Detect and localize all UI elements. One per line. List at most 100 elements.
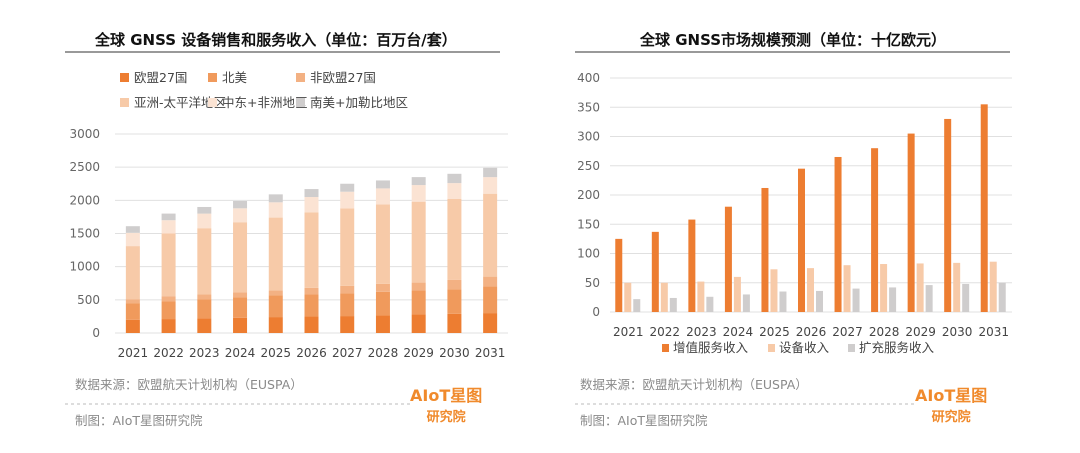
y-tick-label: 2000 <box>69 193 100 207</box>
legend-label: 扩充服务收入 <box>859 340 935 355</box>
bar-segment <box>375 315 390 333</box>
bar <box>660 282 668 312</box>
bar-segment <box>447 289 462 314</box>
x-tick-label: 2023 <box>189 346 220 360</box>
y-tick-label: 0 <box>92 326 100 340</box>
bar-segment <box>233 222 248 293</box>
bar-segment <box>197 228 212 295</box>
bar-segment <box>411 314 426 333</box>
right-chart-title: 全球 GNSS市场规模预测（单位：十亿欧元） <box>640 31 947 49</box>
legend-swatch <box>768 344 775 352</box>
bar <box>962 283 970 312</box>
y-tick-label: 200 <box>577 188 600 202</box>
bar-segment <box>304 212 319 288</box>
legend-swatch <box>848 344 855 352</box>
bar-segment <box>233 200 248 209</box>
bar-segment <box>233 208 248 223</box>
x-tick-label: 2031 <box>475 346 506 360</box>
bar-segment <box>304 287 319 295</box>
x-tick-label: 2026 <box>296 346 327 360</box>
bar-segment <box>233 317 248 333</box>
bar-segment <box>447 173 462 184</box>
y-tick-label: 2500 <box>69 160 100 174</box>
right-source: 数据来源：欧盟航天计划机构（EUSPA） <box>580 377 808 392</box>
legend-swatch <box>296 98 305 107</box>
bar-segment <box>411 290 426 315</box>
legend-swatch <box>120 98 129 107</box>
y-tick-label: 250 <box>577 159 600 173</box>
logo-top: AIoT星图 <box>410 386 483 405</box>
x-tick-label: 2027 <box>832 325 863 339</box>
bar <box>807 268 814 312</box>
bar-segment <box>483 177 498 194</box>
bar <box>633 299 641 312</box>
y-tick-label: 100 <box>577 247 600 261</box>
bar-segment <box>197 294 212 300</box>
bar <box>944 118 952 312</box>
bar-segment <box>125 232 140 247</box>
bar-segment <box>375 204 390 284</box>
left-logo: AIoT星图研究院 <box>410 382 482 425</box>
bar-segment <box>125 319 140 333</box>
y-tick-label: 350 <box>577 100 600 114</box>
bar-segment <box>411 201 426 283</box>
bar-segment <box>483 167 498 178</box>
bar <box>697 281 705 312</box>
right-logo: AIoT星图 研究院 <box>915 382 987 425</box>
x-tick-label: 2028 <box>368 346 399 360</box>
left-credit: 制图：AIoT星图研究院 <box>75 413 203 428</box>
bar-segment <box>268 317 283 333</box>
bar <box>624 282 632 312</box>
bar-segment <box>268 202 283 218</box>
x-tick-label: 2021 <box>118 346 149 360</box>
y-tick-label: 3000 <box>69 127 100 141</box>
bar-segment <box>161 220 176 234</box>
legend-label: 非欧盟27国 <box>310 70 376 85</box>
logo-bottom: 研究院 <box>426 410 466 425</box>
x-tick-label: 2022 <box>650 325 681 339</box>
x-tick-label: 2031 <box>978 325 1009 339</box>
bar <box>770 269 778 312</box>
bar-segment <box>447 199 462 280</box>
legend-swatch <box>208 98 217 107</box>
legend-label: 设备收入 <box>779 340 830 355</box>
legend-label: 亚洲-太平洋地区 <box>134 95 226 110</box>
bar <box>733 276 741 312</box>
bar-segment <box>340 316 355 333</box>
right-credit: 制图：AIoT星图研究院 <box>580 413 708 428</box>
bar-segment <box>483 313 498 333</box>
bar-segment <box>197 206 212 214</box>
x-tick-label: 2021 <box>613 325 644 339</box>
bar <box>925 285 933 312</box>
bar-segment <box>304 197 319 213</box>
bar-segment <box>375 291 390 316</box>
bar-segment <box>340 183 355 192</box>
bar-segment <box>483 276 498 287</box>
x-tick-label: 2024 <box>723 325 754 339</box>
bar-segment <box>268 217 283 291</box>
bar-segment <box>125 299 140 304</box>
x-tick-label: 2022 <box>153 346 184 360</box>
bar-segment <box>304 316 319 333</box>
x-tick-label: 2029 <box>403 346 434 360</box>
bar-segment <box>411 177 426 186</box>
bar-segment <box>304 294 319 317</box>
bar-segment <box>197 318 212 333</box>
bar-segment <box>233 292 248 298</box>
x-tick-label: 2029 <box>905 325 936 339</box>
bar-segment <box>268 295 283 318</box>
bar-segment <box>340 191 355 209</box>
legend-label: 增值服务收入 <box>673 340 749 355</box>
y-tick-label: 1000 <box>69 260 100 274</box>
bar-segment <box>161 319 176 333</box>
bar <box>688 219 696 312</box>
bar-segment <box>233 297 248 318</box>
bar <box>989 261 997 312</box>
legend-label: 中东+非洲地区 <box>222 95 307 110</box>
bar-segment <box>268 194 283 203</box>
bar-segment <box>197 213 212 229</box>
bar <box>816 290 823 312</box>
x-tick-label: 2030 <box>942 325 973 339</box>
left-chart-title: 全球 GNSS 设备销售和服务收入（单位：百万台/套） <box>95 31 457 49</box>
